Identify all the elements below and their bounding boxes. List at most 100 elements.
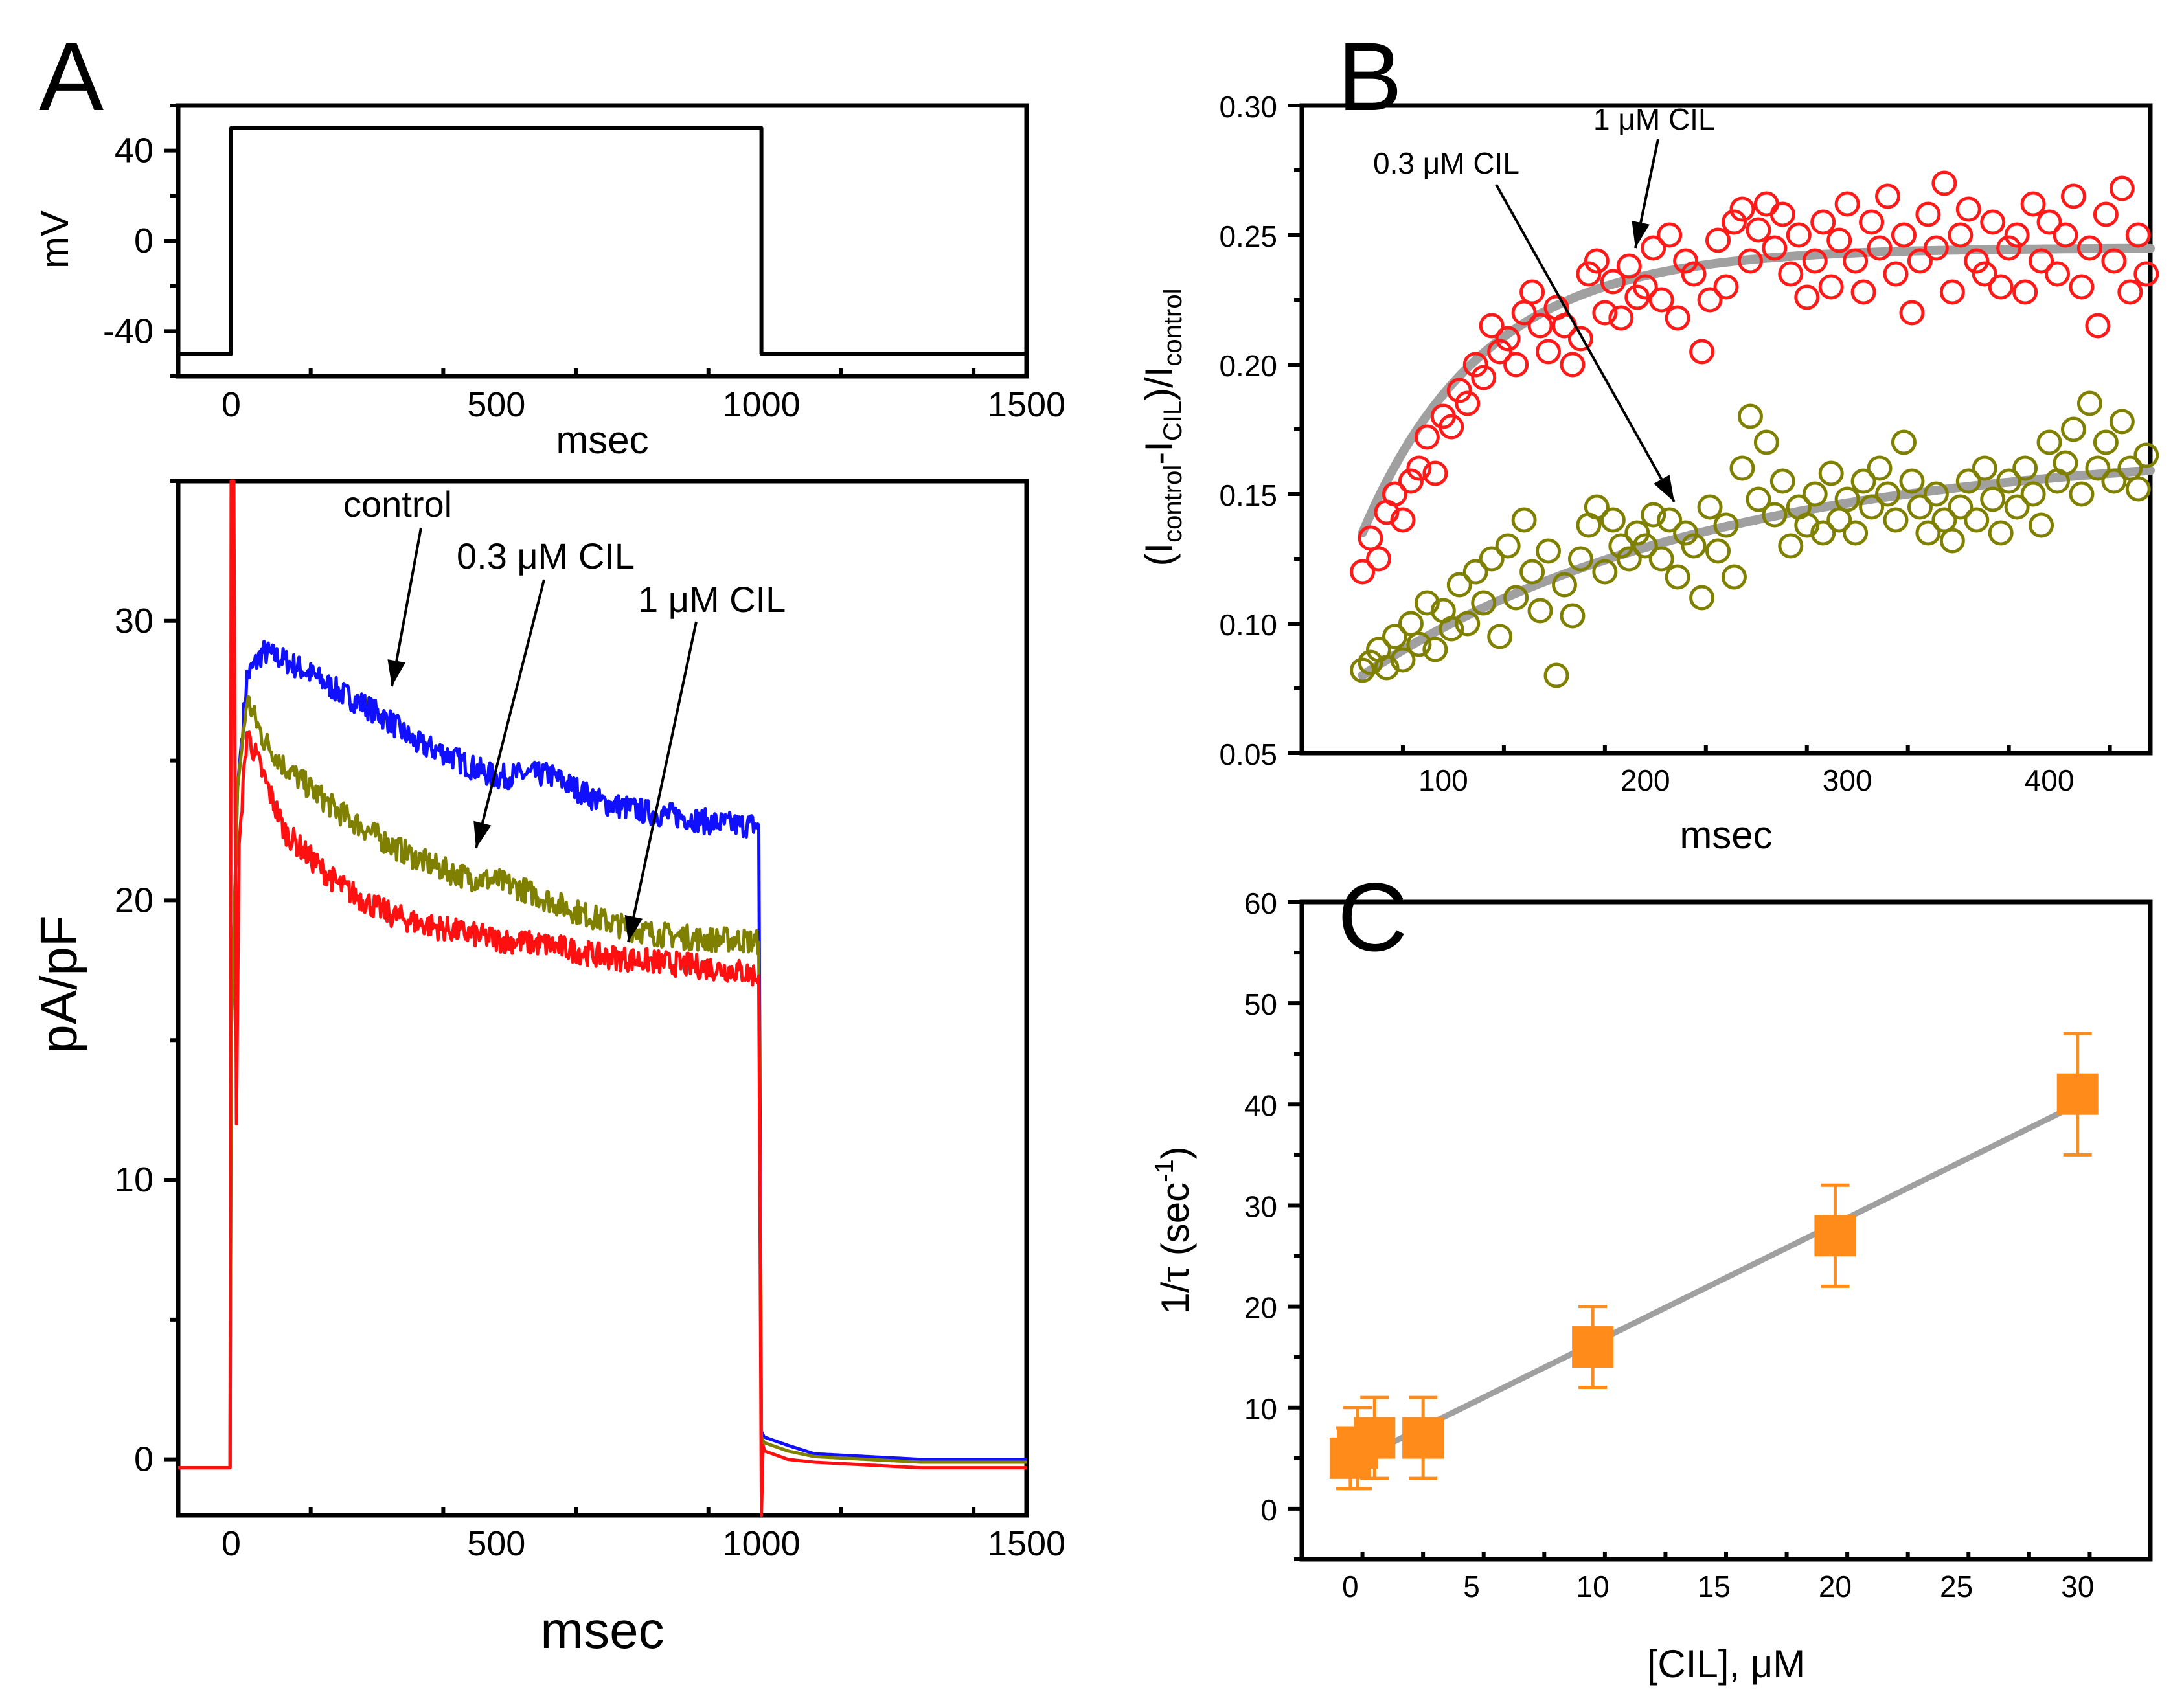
annotation-0.3uM-cil: 0.3 μM CIL <box>457 536 635 576</box>
panel-b-series <box>1350 170 2159 688</box>
point-0-64 <box>1867 235 1893 261</box>
panel-a-top-frame <box>176 103 1029 379</box>
y-tick-label: 0.05 <box>1219 738 1277 771</box>
point-1-4 <box>1382 624 1407 649</box>
x-tick-label: 1000 <box>723 1524 801 1563</box>
point-0-55 <box>1794 284 1820 310</box>
panel-c-ticks: 0 5 10 15 20 25 30 0 10 20 30 40 50 60 <box>1244 886 2152 1603</box>
x-tick-label: 5 <box>1463 1570 1480 1603</box>
point-0-92 <box>2093 201 2119 227</box>
point-0-81 <box>2004 222 2030 248</box>
point-1-39 <box>1665 564 1690 590</box>
point-0-9 <box>1422 460 1448 486</box>
point-1-6 <box>1398 611 1424 637</box>
point-1-34 <box>1624 520 1650 546</box>
panel-a-bottom-arrows <box>387 527 698 943</box>
point-1-25 <box>1551 572 1577 598</box>
y-tick-label: 40 <box>115 131 154 170</box>
point-1-30 <box>1592 559 1618 585</box>
x-tick-label: 400 <box>2025 763 2075 797</box>
point-1-19 <box>1503 585 1529 611</box>
point-1-18 <box>1495 533 1521 559</box>
point-0-74 <box>1948 222 1974 248</box>
point-1-5 <box>1390 647 1416 673</box>
panel-a-voltage-protocol: A 0 500 1000 1500 -40 0 40 msec mV <box>33 22 1065 462</box>
fit-line <box>1348 1101 2079 1466</box>
point-0-65 <box>1875 183 1901 209</box>
point-1-96 <box>2125 476 2151 502</box>
panel-c-ylabel: 1/τ (sec-1) <box>1150 1146 1197 1314</box>
point-0-43 <box>1697 287 1723 313</box>
point-0-27 <box>1567 326 1593 352</box>
x-tick-label: 200 <box>1621 763 1670 797</box>
y-tick-label: 10 <box>115 1160 154 1199</box>
x-tick-label: 0 <box>222 385 241 424</box>
point-1-21 <box>1519 559 1545 585</box>
point-1-26 <box>1560 603 1586 629</box>
point-1-47 <box>1729 455 1755 481</box>
point-1-29 <box>1584 494 1610 520</box>
point-0-83 <box>2020 191 2046 217</box>
point-0-78 <box>1980 209 2006 235</box>
arrow-line <box>1495 184 1676 502</box>
point-0-62 <box>1850 279 1876 305</box>
x-tick-label: 25 <box>1940 1570 1973 1603</box>
point-1-73 <box>1939 528 1965 554</box>
point-1-71 <box>1923 481 1949 507</box>
point-0-29 <box>1584 248 1610 274</box>
arrow-line <box>475 579 545 849</box>
panel-a-bottom-ylabel: pA/pF <box>30 915 87 1053</box>
point-0-18 <box>1495 326 1521 352</box>
panel-b-ticks: 100 200 300 400 0.05 0.10 0.15 0.20 0.25 0.30 <box>1219 90 2112 797</box>
panel-c-fit <box>1348 1101 2079 1466</box>
point-1-14 <box>1462 559 1488 585</box>
point-0-14 <box>1462 352 1488 378</box>
x-tick-label: 1500 <box>988 1524 1065 1563</box>
point-1-59 <box>1826 507 1852 533</box>
point-0-93 <box>2101 248 2127 274</box>
point-square-2 <box>1354 1417 1396 1459</box>
point-0-2 <box>1366 546 1392 572</box>
x-tick-label: 15 <box>1698 1570 1731 1603</box>
point-1-70 <box>1915 520 1941 546</box>
point-0-66 <box>1883 261 1909 287</box>
point-0-30 <box>1592 300 1618 326</box>
point-1-24 <box>1543 662 1569 688</box>
arrow-head <box>1654 475 1674 502</box>
panel-a-bottom-frame <box>176 479 1029 1518</box>
point-1-41 <box>1681 533 1707 559</box>
panel-label-b: B <box>1337 22 1402 131</box>
series-line-0 <box>177 640 1027 1470</box>
panel-b-xlabel: msec <box>1679 813 1772 857</box>
point-0-36 <box>1641 235 1666 261</box>
y-tick-label: 40 <box>1244 1089 1277 1122</box>
point-0-0 <box>1350 559 1376 585</box>
point-1-72 <box>1931 507 1957 533</box>
panel-a-top-series <box>177 126 1028 356</box>
point-1-58 <box>1818 460 1844 486</box>
point-0-67 <box>1891 222 1917 248</box>
panel-label-c: C <box>1337 863 1407 971</box>
x-tick-label: 100 <box>1418 763 1468 797</box>
y-tick-label: 0.15 <box>1219 479 1277 512</box>
panel-c-series <box>1329 1032 2099 1491</box>
point-0-84 <box>2029 248 2054 274</box>
point-0-33 <box>1616 253 1642 279</box>
arrow-head <box>1632 220 1650 248</box>
point-0-77 <box>1972 261 1997 287</box>
point-0-88 <box>2060 183 2086 209</box>
point-1-55 <box>1794 512 1820 538</box>
point-0-82 <box>2012 279 2038 305</box>
point-square-3 <box>1402 1417 1444 1459</box>
arrow-line <box>627 621 698 943</box>
point-0-8 <box>1414 424 1440 450</box>
point-1-53 <box>1778 533 1804 559</box>
point-square-6 <box>2056 1073 2099 1115</box>
point-0-50 <box>1753 191 1779 217</box>
point-1-83 <box>2020 481 2046 507</box>
point-1-68 <box>1899 468 1925 494</box>
point-0-16 <box>1479 313 1505 339</box>
point-1-33 <box>1616 546 1642 572</box>
point-1-51 <box>1762 502 1788 528</box>
